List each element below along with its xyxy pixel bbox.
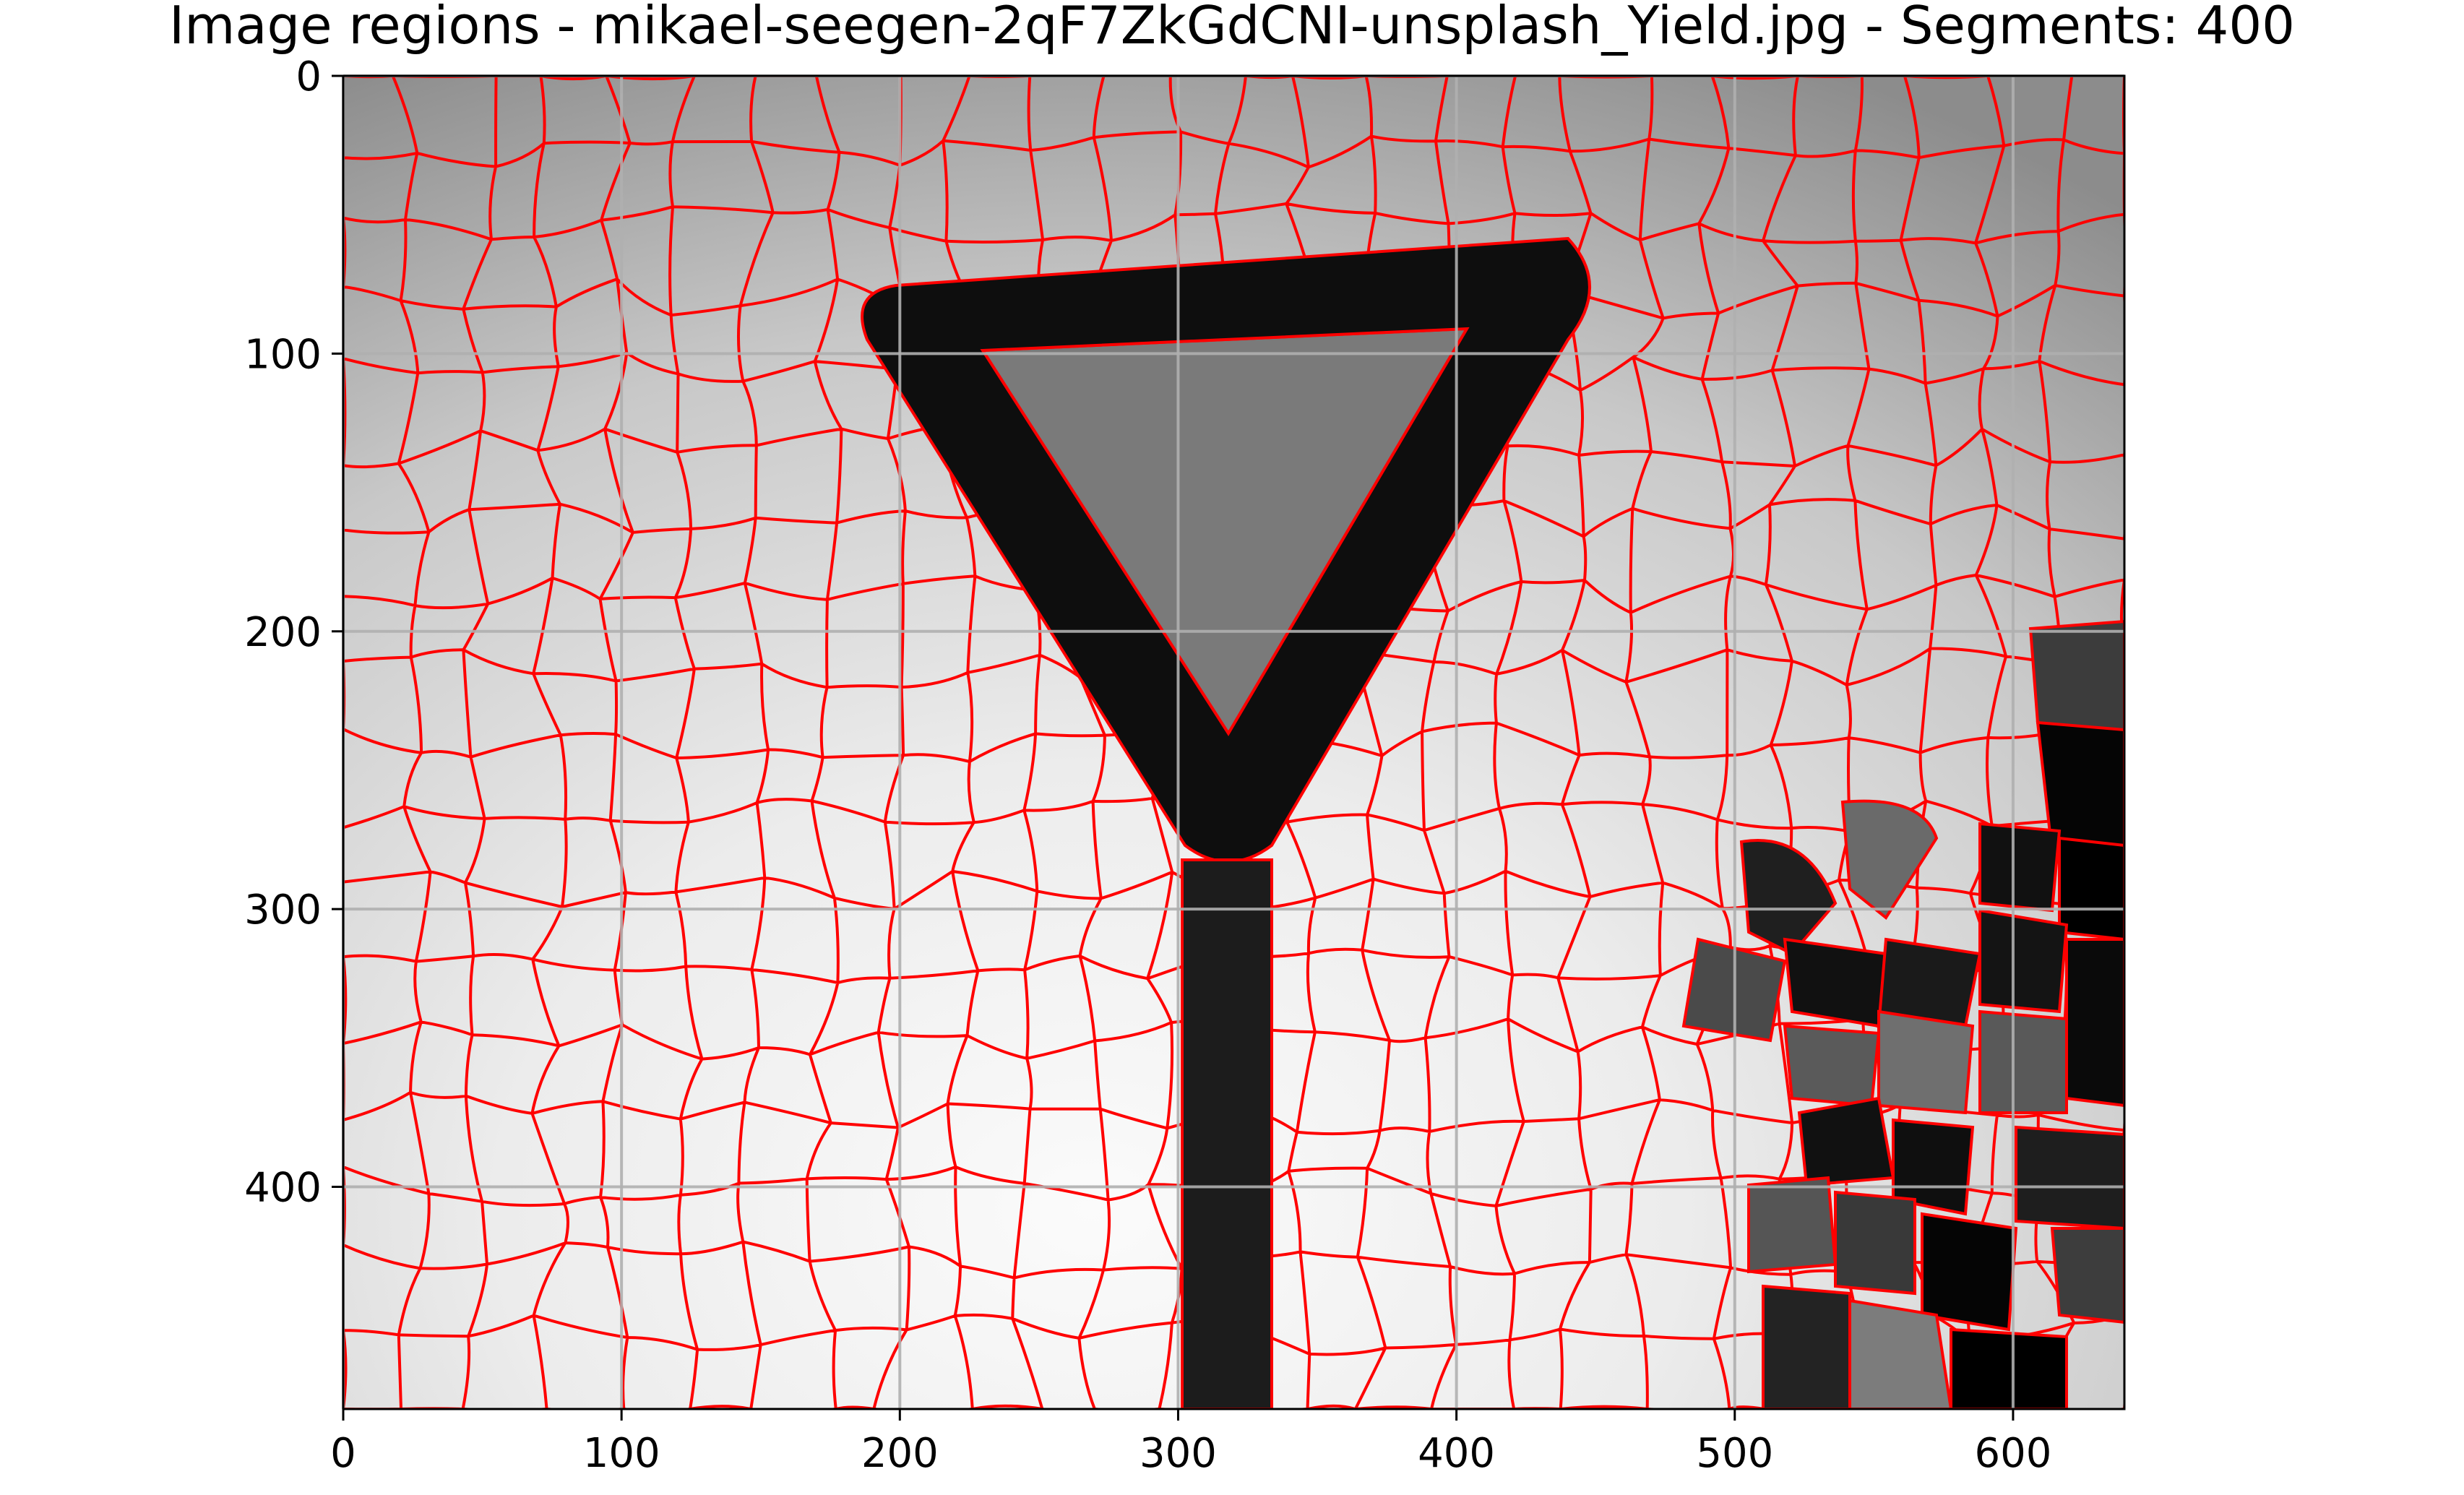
x-tick-label: 0 — [330, 1430, 356, 1477]
y-tick-label: 100 — [244, 331, 322, 378]
y-tick-label: 300 — [244, 887, 322, 934]
foliage-regions — [1681, 619, 2124, 1409]
x-tick-label: 100 — [583, 1430, 660, 1477]
sign-post — [1181, 858, 1273, 1409]
plot-area — [343, 76, 2124, 1409]
chart-title: Image regions - mikael-seegen-2qF7ZkGdCN… — [169, 0, 2295, 56]
x-tick-label: 500 — [1696, 1430, 1773, 1477]
x-tick-label: 600 — [1974, 1430, 2051, 1477]
x-tick-label: 200 — [861, 1430, 939, 1477]
axes-frame — [342, 74, 2126, 1410]
x-tick-label: 300 — [1140, 1430, 1217, 1477]
x-axis: 0 100 200 300 400 500 600 — [330, 1409, 2051, 1477]
y-tick-label: 0 — [296, 53, 322, 100]
y-tick-label: 200 — [244, 609, 322, 656]
x-tick-label: 400 — [1418, 1430, 1495, 1477]
y-tick-label: 400 — [244, 1165, 322, 1212]
y-axis: 0 100 200 300 400 — [244, 53, 343, 1212]
